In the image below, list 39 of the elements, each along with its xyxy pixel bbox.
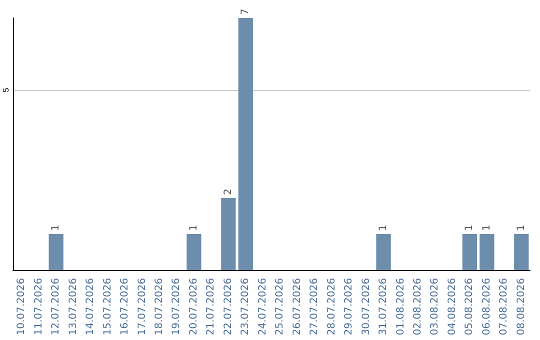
x-tick-label: 24.07.2026 [257,278,268,336]
x-tick-label: 29.07.2026 [344,278,355,336]
x-tick-label: 10.07.2026 [16,278,28,336]
x-tick-label: 08.08.2026 [516,278,527,336]
x-tick-label: 20.07.2026 [188,278,200,336]
x-tick-label: 23.07.2026 [240,278,252,336]
x-tick-label: 27.07.2026 [309,278,320,336]
x-tick-label: 11.07.2026 [33,278,44,336]
x-tick-label: 18.07.2026 [154,278,165,336]
x-tick-label: 19.07.2026 [171,278,182,336]
x-tick-label: 17.07.2026 [136,278,148,336]
x-tick-label: 03.08.2026 [430,278,441,336]
x-tick-label: 15.07.2026 [102,278,114,336]
x-tick-label: 07.08.2026 [498,278,510,336]
x-tick-label: 21.07.2026 [206,278,217,336]
x-tick-label: 30.07.2026 [360,278,372,336]
x-tick-label: 05.08.2026 [464,278,476,336]
data-label: 1 [50,224,62,231]
x-tick-label: 13.07.2026 [68,278,79,336]
x-tick-label: 04.08.2026 [446,278,458,336]
x-tick-label: 14.07.2026 [85,278,96,336]
x-tick-label: 12.07.2026 [50,278,62,336]
x-tick-label: 16.07.2026 [120,278,131,336]
data-label: 1 [481,224,492,231]
data-label: 1 [516,224,527,231]
data-label: 1 [378,224,390,231]
x-tick-label: 31.07.2026 [378,278,390,336]
data-label: 1 [464,224,476,231]
x-tick-label: 28.07.2026 [326,278,338,336]
data-label: 1 [188,224,200,231]
data-label: 7 [240,8,252,15]
x-tick-label: 25.07.2026 [274,278,286,336]
x-tick-label: 06.08.2026 [481,278,492,336]
x-tick-label: 01.08.2026 [395,278,406,336]
x-tick-label: 26.07.2026 [292,278,303,336]
x-tick-label: 22.07.2026 [222,278,234,336]
data-label: 2 [222,188,234,195]
y-tick-label: 5 [2,87,10,92]
x-tick-label: 02.08.2026 [412,278,424,336]
